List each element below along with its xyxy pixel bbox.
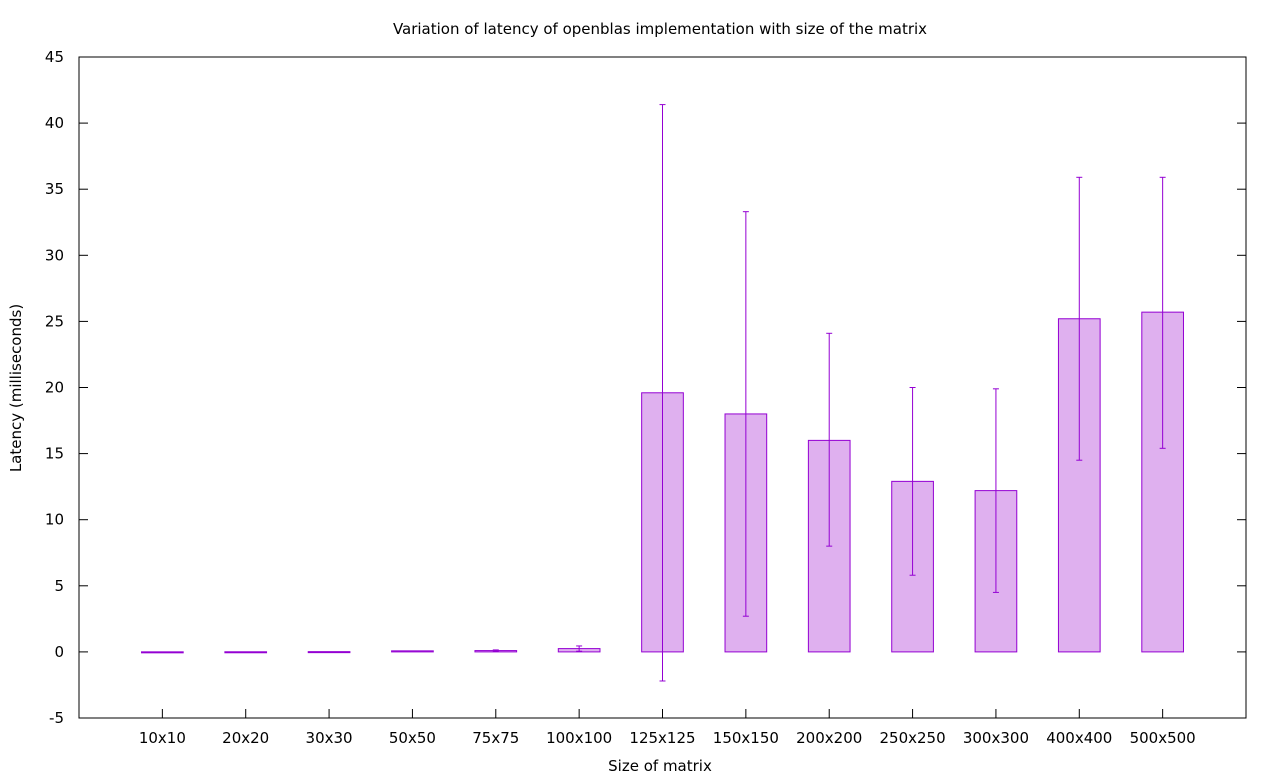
chart-title: Variation of latency of openblas impleme… [393, 20, 927, 38]
x-axis-label: Size of matrix [608, 757, 712, 775]
y-axis-ticks: -5 0 5 10 15 20 25 30 35 40 45 [45, 48, 1246, 727]
x-tick-label: 20x20 [222, 729, 269, 747]
x-axis-ticks: 10x10 20x20 30x30 50x50 75x75 100x100 125x125 1… [139, 709, 1196, 747]
y-tick-label: 20 [45, 379, 64, 397]
x-tick-label: 300x300 [963, 729, 1029, 747]
y-tick-label: 45 [45, 48, 64, 66]
x-tick-label: 125x125 [629, 729, 695, 747]
y-tick-label: 5 [54, 577, 64, 595]
x-tick-label: 75x75 [472, 729, 519, 747]
x-tick-label: 400x400 [1046, 729, 1112, 747]
y-tick-label: 30 [45, 246, 64, 264]
bar [224, 651, 268, 654]
x-tick-label: 50x50 [389, 729, 436, 747]
x-tick-label: 30x30 [306, 729, 353, 747]
bar [307, 651, 351, 654]
y-tick-label: -5 [49, 709, 64, 727]
y-tick-label: 40 [45, 114, 64, 132]
y-tick-label: 35 [45, 180, 64, 198]
bar [391, 650, 434, 653]
y-tick-label: 0 [54, 643, 64, 661]
x-tick-label: 10x10 [139, 729, 186, 747]
x-tick-label: 150x150 [713, 729, 779, 747]
x-tick-label: 200x200 [796, 729, 862, 747]
error-bars [492, 104, 1166, 682]
x-tick-label: 100x100 [546, 729, 612, 747]
x-tick-label: 250x250 [880, 729, 946, 747]
y-axis-label: Latency (milliseconds) [7, 304, 25, 472]
bar [141, 651, 184, 654]
x-tick-label: 500x500 [1130, 729, 1196, 747]
y-tick-label: 10 [45, 511, 64, 529]
y-tick-label: 15 [45, 445, 64, 463]
y-tick-label: 25 [45, 312, 64, 330]
